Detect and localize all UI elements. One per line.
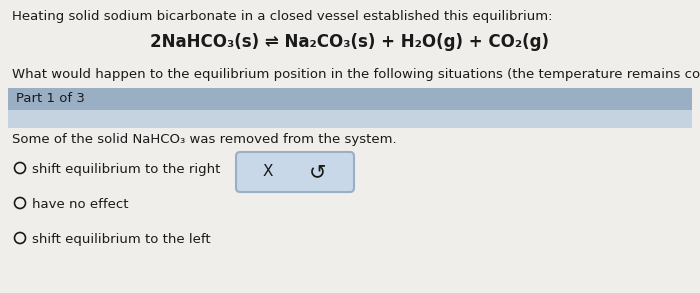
Text: ↺: ↺ — [309, 162, 327, 182]
Text: Heating solid sodium bicarbonate in a closed vessel established this equilibrium: Heating solid sodium bicarbonate in a cl… — [12, 10, 552, 23]
FancyBboxPatch shape — [236, 152, 354, 192]
Text: shift equilibrium to the left: shift equilibrium to the left — [32, 233, 211, 246]
Text: have no effect: have no effect — [32, 198, 129, 211]
Text: 2NaHCO₃(s) ⇌ Na₂CO₃(s) + H₂O(g) + CO₂(g): 2NaHCO₃(s) ⇌ Na₂CO₃(s) + H₂O(g) + CO₂(g) — [150, 33, 550, 51]
FancyBboxPatch shape — [8, 88, 692, 110]
Text: Part 1 of 3: Part 1 of 3 — [16, 92, 85, 105]
Text: X: X — [262, 164, 273, 180]
Text: shift equilibrium to the right: shift equilibrium to the right — [32, 163, 220, 176]
FancyBboxPatch shape — [8, 110, 692, 128]
Text: What would happen to the equilibrium position in the following situations (the t: What would happen to the equilibrium pos… — [12, 68, 700, 81]
Text: Some of the solid NaHCO₃ was removed from the system.: Some of the solid NaHCO₃ was removed fro… — [12, 133, 397, 146]
